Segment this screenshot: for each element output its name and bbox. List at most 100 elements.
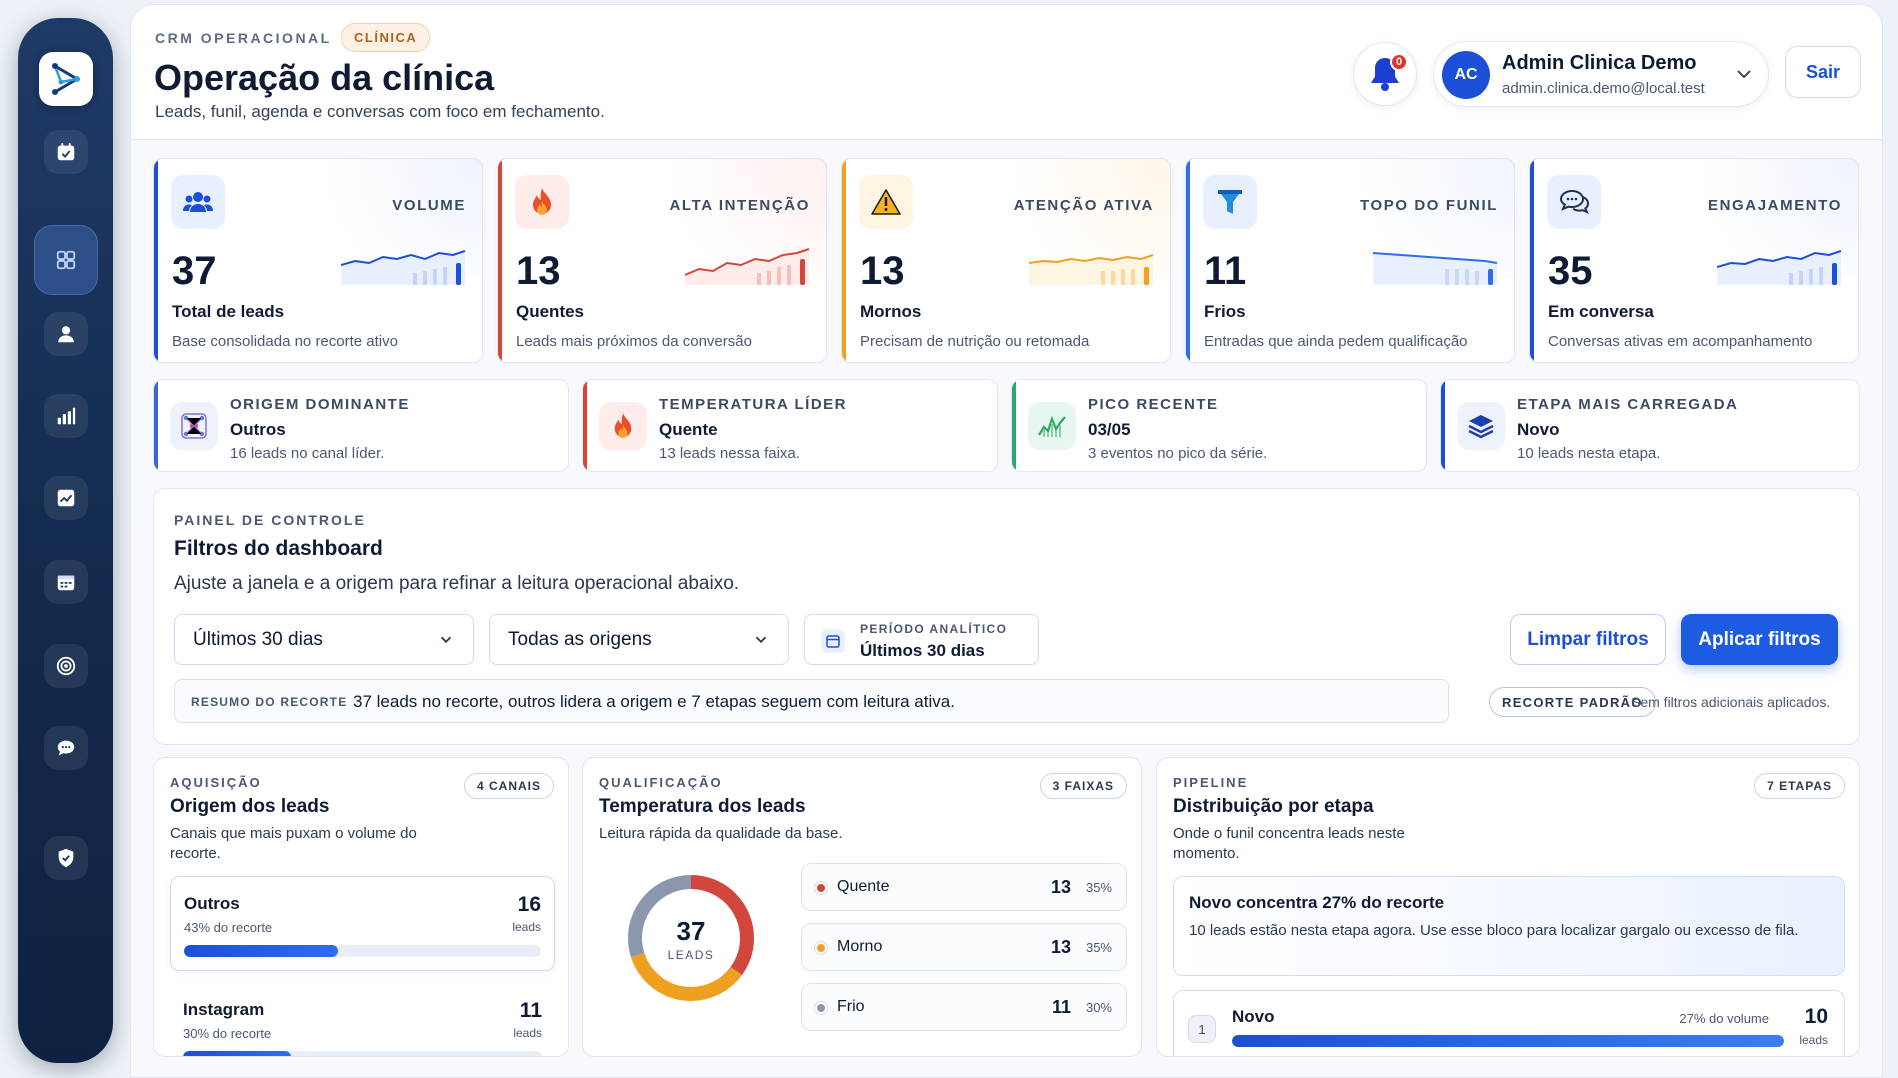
panel-desc: Onde o funil concentra leads neste momen… <box>1173 825 1405 862</box>
period-value: Últimos 30 dias <box>860 641 985 660</box>
channels-chip: 4 CANAIS <box>463 773 554 799</box>
insight-desc: 10 leads nesta etapa. <box>1517 445 1661 462</box>
temperature-row[interactable]: Frio 11 30% <box>801 983 1127 1031</box>
chevron-down-icon <box>1737 70 1751 79</box>
nav-calendar[interactable] <box>44 560 88 604</box>
temperature-pct: 35% <box>1085 880 1112 895</box>
kpi-accent-bar <box>498 159 502 362</box>
temperature-dot <box>815 942 827 954</box>
insight-card-peak[interactable]: PICO RECENTE 03/05 3 eventos no pico da … <box>1011 379 1427 472</box>
temperature-pct: 30% <box>1085 1000 1112 1015</box>
page-title: Operação da clínica <box>154 57 495 98</box>
stage-row[interactable]: 1 Novo 27% do volume 10 leads <box>1173 990 1845 1056</box>
network-icon <box>170 402 218 450</box>
logout-button[interactable]: Sair <box>1785 46 1861 98</box>
stage-count: 10 <box>1804 1005 1828 1028</box>
dashboard-grid-icon <box>56 250 76 270</box>
stage-progress <box>1232 1035 1784 1047</box>
nav-security[interactable] <box>44 836 88 880</box>
notifications-button[interactable]: 0 <box>1353 42 1417 106</box>
donut-center <box>644 891 738 985</box>
origin-select-value: Todas as origens <box>508 628 652 650</box>
nav-leads[interactable] <box>44 312 88 356</box>
clinic-tag: CLÍNICA <box>341 23 431 52</box>
user-icon <box>58 326 74 343</box>
insight-card-origin[interactable]: ORIGEM DOMINANTE Outros 16 leads no cana… <box>153 379 569 472</box>
insight-desc: 13 leads nessa faixa. <box>659 445 800 462</box>
temperature-row[interactable]: Morno 13 35% <box>801 923 1127 971</box>
source-unit: leads <box>512 920 541 934</box>
nav-conversations[interactable] <box>44 726 88 770</box>
period-label: PERÍODO ANALÍTICO <box>860 622 1008 636</box>
kpi-sparkline <box>341 250 466 285</box>
nav-dashboard[interactable] <box>34 225 98 295</box>
source-card[interactable]: Instagram 30% do recorte 11 leads <box>170 983 555 1056</box>
kpi-label: ALTA INTENÇÃO <box>669 197 810 214</box>
kpi-name: Em conversa <box>1548 302 1654 321</box>
kpi-value: 11 <box>1204 249 1247 293</box>
kpi-desc: Leads mais próximos da conversão <box>516 333 752 350</box>
insight-title: PICO RECENTE <box>1088 396 1219 413</box>
source-progress-fill <box>183 1051 291 1056</box>
kpi-card-hot[interactable]: ALTA INTENÇÃO 13 Quentes Leads mais próx… <box>497 158 827 363</box>
spike-chart-icon <box>1028 402 1076 450</box>
app-logo[interactable] <box>39 52 93 106</box>
insight-card-stage[interactable]: ETAPA MAIS CARREGADA Novo 10 leads nesta… <box>1440 379 1860 472</box>
temperature-row[interactable]: Quente 13 35% <box>801 863 1127 911</box>
chat-icon <box>57 740 75 756</box>
source-name: Outros <box>184 894 240 913</box>
default-selection-chip[interactable]: RECORTE PADRÃO <box>1489 687 1656 717</box>
chevron-down-icon <box>440 636 452 643</box>
shield-icon <box>58 848 74 868</box>
period-select-value: Últimos 30 dias <box>193 628 323 650</box>
panel-title: Distribuição por etapa <box>1173 796 1374 817</box>
sidebar <box>18 18 113 1063</box>
filters-title: Filtros do dashboard <box>174 537 383 560</box>
filters-eyebrow: PAINEL DE CONTROLE <box>174 512 366 528</box>
source-count: 16 <box>517 893 541 916</box>
calendar-check-icon <box>57 142 75 161</box>
kpi-label: ATENÇÃO ATIVA <box>1013 197 1154 214</box>
nav-goals[interactable] <box>44 644 88 688</box>
panel-desc: Leitura rápida da qualidade da base. <box>599 825 843 842</box>
temperature-donut <box>628 875 754 1001</box>
nav-analytics[interactable] <box>44 476 88 520</box>
warning-icon <box>859 175 913 229</box>
period-select[interactable]: Últimos 30 dias <box>174 614 474 665</box>
kpi-card-volume[interactable]: VOLUME 37 Total de leads Base consolidad… <box>153 158 483 363</box>
insight-title: ORIGEM DOMINANTE <box>230 396 410 413</box>
source-progress <box>183 1051 542 1056</box>
insight-value: 03/05 <box>1088 420 1131 439</box>
user-menu[interactable]: AC Admin Clinica Demo admin.clinica.demo… <box>1433 41 1769 107</box>
kpi-sparkline <box>1373 252 1498 285</box>
page-header: CRM OPERACIONAL CLÍNICA Operação da clín… <box>131 5 1882 140</box>
analytic-period: PERÍODO ANALÍTICO Últimos 30 dias <box>804 614 1039 665</box>
nav-agenda[interactable] <box>44 130 88 174</box>
kpi-desc: Conversas ativas em acompanhamento <box>1548 333 1813 350</box>
kpi-sparkline <box>1029 254 1154 285</box>
temperature-name: Morno <box>837 938 883 955</box>
nav-reports[interactable] <box>44 394 88 438</box>
donut-total-label: LEADS <box>667 948 715 962</box>
kpi-value: 35 <box>1548 249 1593 293</box>
selection-summary: RESUMO DO RECORTE 37 leads no recorte, o… <box>174 679 1449 723</box>
app-logo-icon <box>52 63 80 95</box>
kpi-card-engagement[interactable]: ENGAJAMENTO 35 Em conversa Conversas ati… <box>1529 158 1859 363</box>
layers-icon <box>1457 402 1505 450</box>
pipeline-highlight: Novo concentra 27% do recorte 10 leads e… <box>1173 876 1845 976</box>
kpi-accent-bar <box>1530 159 1534 362</box>
insight-accent-bar <box>1441 380 1445 471</box>
origin-select[interactable]: Todas as origens <box>489 614 789 665</box>
kpi-accent-bar <box>842 159 846 362</box>
donut-segment-frio <box>628 875 754 1001</box>
apply-filters-button[interactable]: Aplicar filtros <box>1681 614 1838 665</box>
clear-filters-button[interactable]: Limpar filtros <box>1510 614 1666 665</box>
temperature-pct: 35% <box>1085 940 1112 955</box>
user-name: Admin Clinica Demo <box>1502 52 1697 74</box>
kpi-card-warm[interactable]: ATENÇÃO ATIVA 13 Mornos Precisam de nutr… <box>841 158 1171 363</box>
source-card[interactable]: Outros 43% do recorte 16 leads <box>170 876 555 971</box>
kpi-card-cold[interactable]: TOPO DO FUNIL 11 Frios Entradas que aind… <box>1185 158 1515 363</box>
donut-total: 37 <box>676 916 706 946</box>
insight-card-temperature[interactable]: TEMPERATURA LÍDER Quente 13 leads nessa … <box>582 379 998 472</box>
temperature-name: Quente <box>837 878 890 895</box>
